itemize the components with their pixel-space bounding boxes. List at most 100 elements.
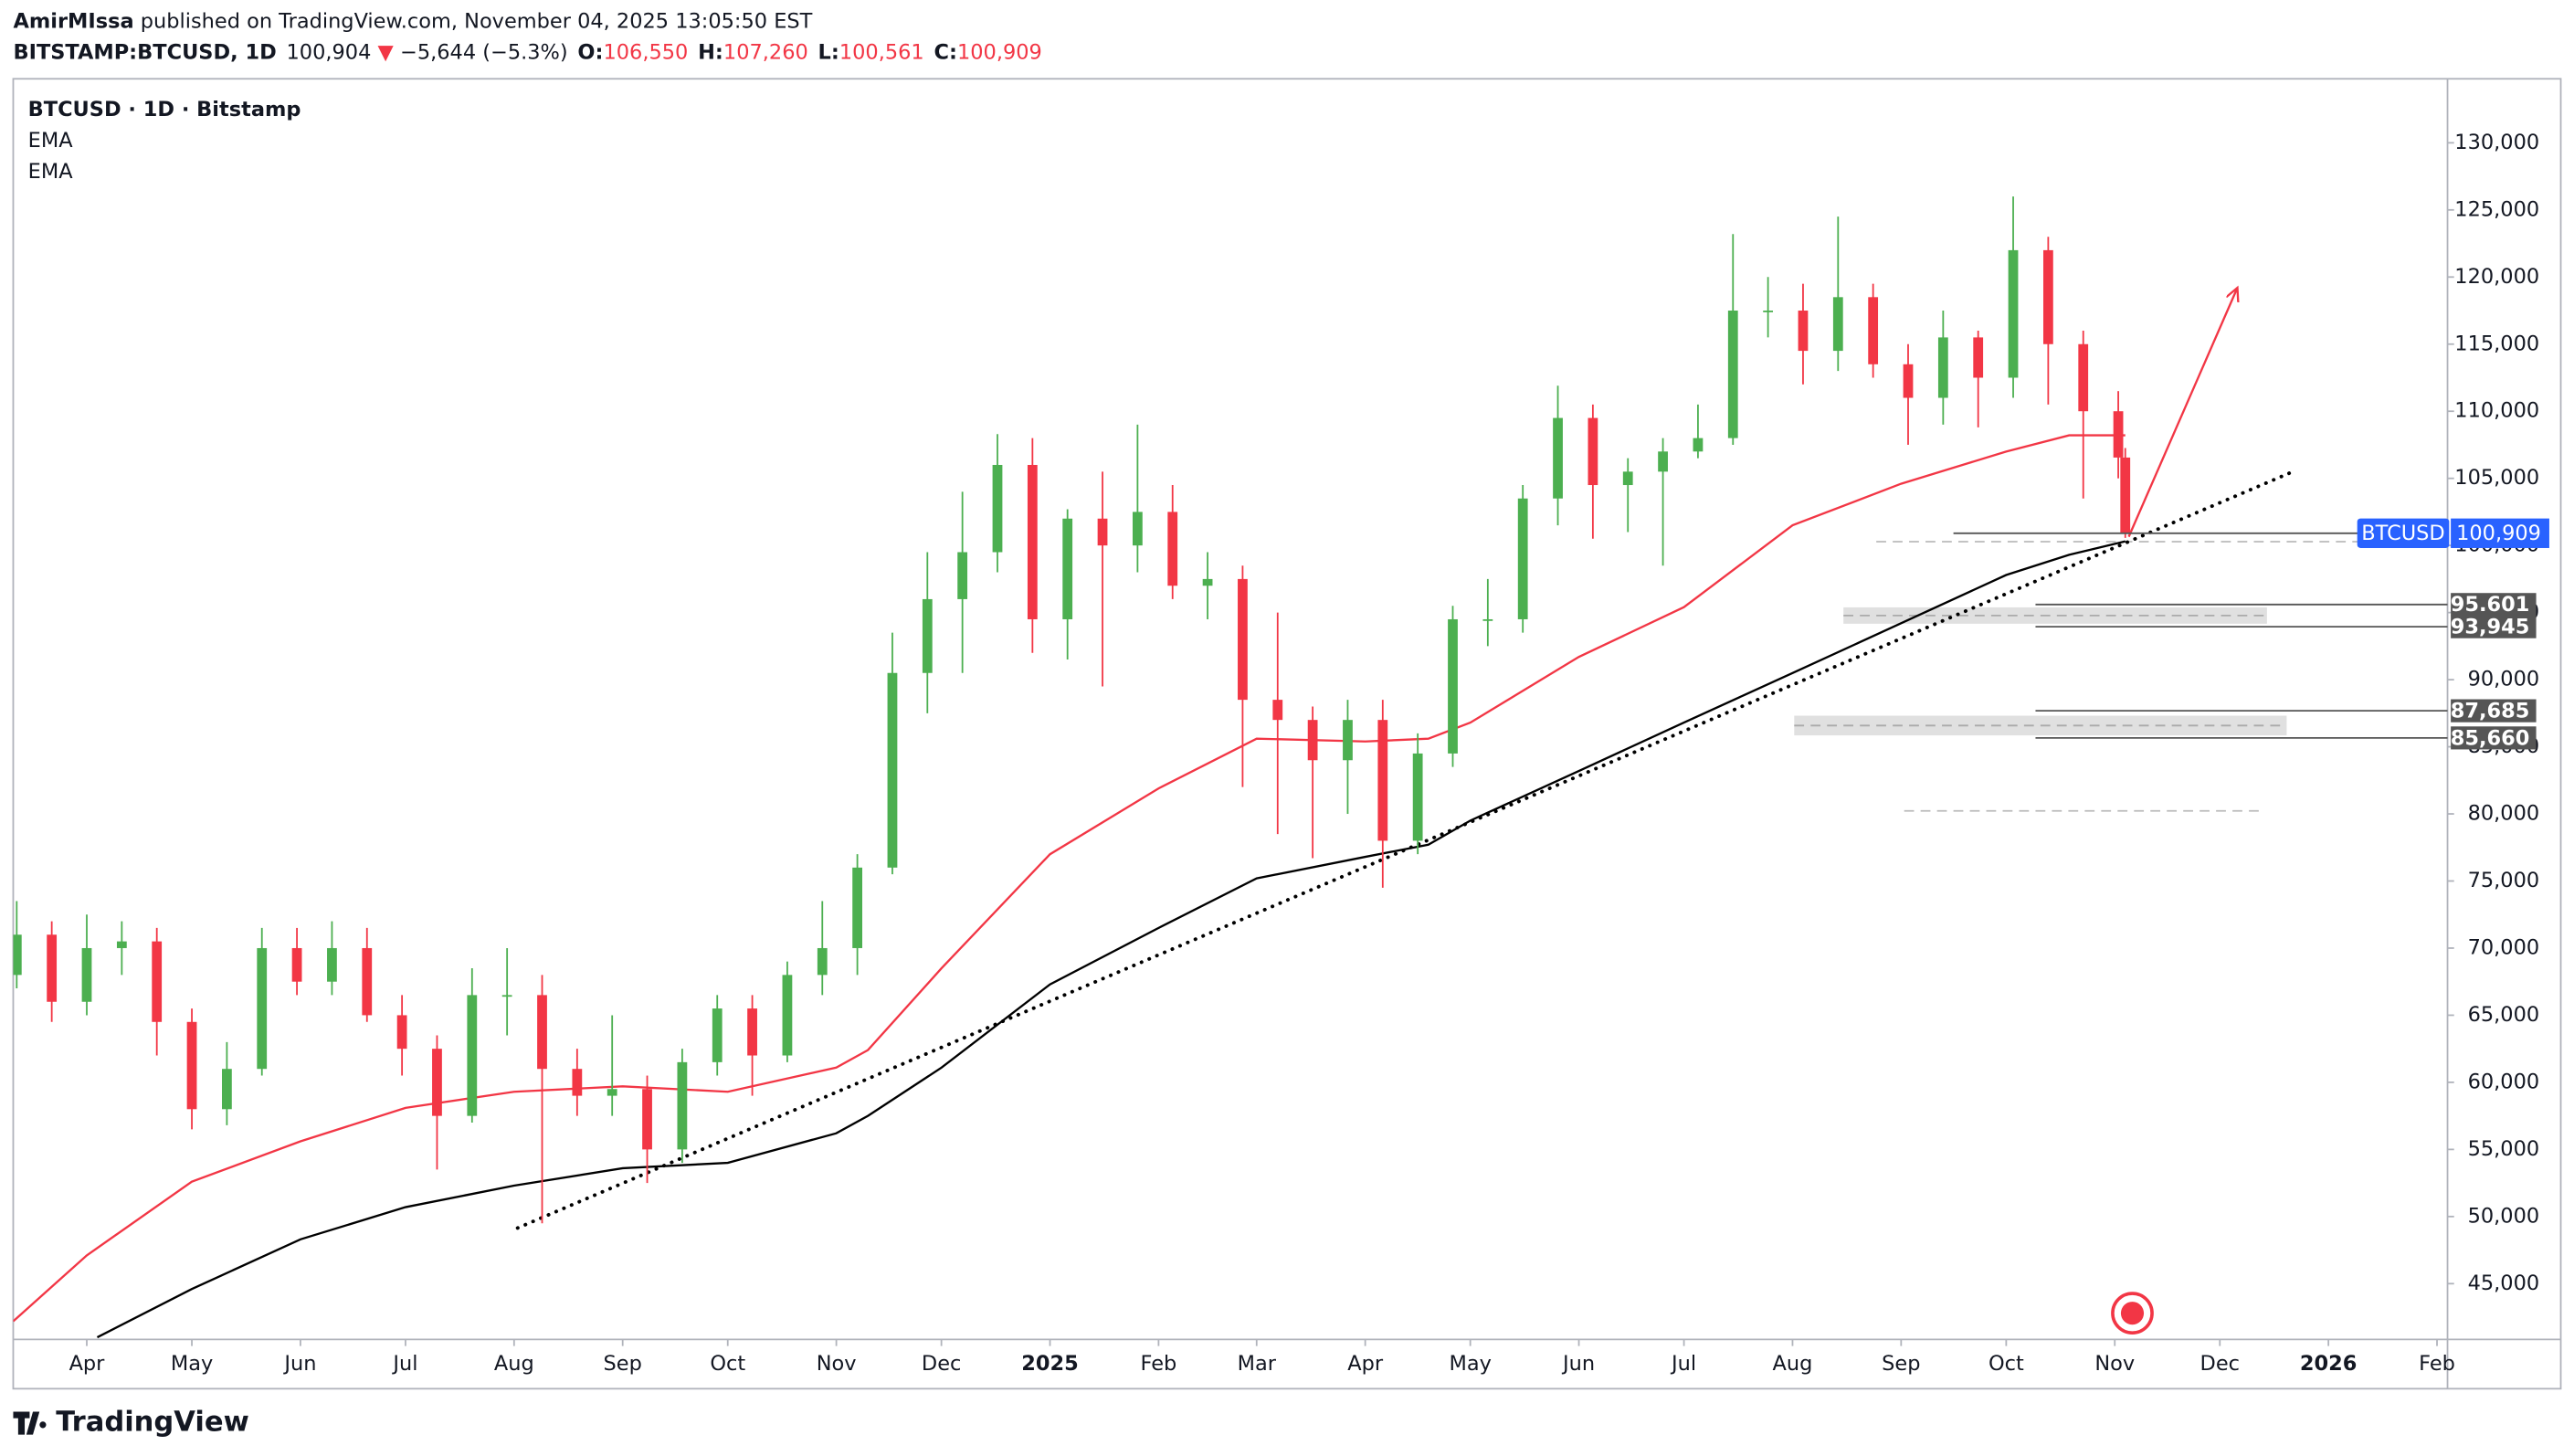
ohlc-value: 100,561 (839, 40, 924, 64)
x-tick-label: Dec (2200, 1352, 2240, 1376)
brand: TradingView (56, 1407, 249, 1439)
candle-body (2008, 249, 2019, 378)
candle-body (1412, 753, 1423, 841)
x-tick-label: Oct (1989, 1352, 2024, 1376)
candle-body (1588, 417, 1598, 486)
candle-body (922, 598, 933, 673)
candle-body (852, 867, 863, 948)
y-tick-label: 50,000 (2468, 1204, 2540, 1228)
level-label: 85,660 (2451, 726, 2530, 750)
candle-body (1027, 464, 1038, 619)
y-tick-label: 125,000 (2454, 197, 2539, 221)
candle-body (81, 947, 92, 1002)
candle-body (1062, 518, 1073, 619)
candle-body (1553, 417, 1563, 499)
candle-body (607, 1089, 617, 1096)
ohlc-label: O: (577, 40, 603, 64)
y-tick-label: 70,000 (2468, 935, 2540, 959)
x-tick-label: May (171, 1352, 213, 1376)
x-tick-label: Nov (817, 1352, 857, 1376)
candle-body (13, 934, 22, 976)
zone (1843, 607, 2267, 624)
candle-body (1167, 512, 1178, 586)
candle-body (817, 947, 828, 976)
published: published on TradingView.com, November 0… (134, 9, 813, 33)
header-line: AmirMIssa published on TradingView.com, … (13, 9, 812, 33)
candle-body (47, 934, 58, 1002)
flag-icon (2111, 1292, 2154, 1335)
candle-body (432, 1049, 442, 1116)
candle-body (1693, 438, 1704, 452)
candle-body (1272, 700, 1283, 721)
x-tick-label: Oct (710, 1352, 745, 1376)
ema-line (13, 434, 2126, 1323)
candle-body (2078, 343, 2089, 412)
y-tick-label: 65,000 (2468, 1003, 2540, 1027)
candle-body (1202, 578, 1213, 586)
x-tick-label: Jun (1561, 1352, 1595, 1376)
x-tick-label: 2025 (1021, 1352, 1079, 1376)
candle-body (186, 1021, 197, 1110)
y-tick-label: 110,000 (2454, 399, 2539, 423)
candle-body (396, 1015, 407, 1050)
logo: TradingView (13, 1407, 249, 1439)
y-tick-label: 115,000 (2454, 332, 2539, 355)
ohlc-value: 107,260 (723, 40, 808, 64)
last-value-box (2451, 518, 2549, 548)
ohlc-label: H: (698, 40, 723, 64)
candle-body (1868, 297, 1879, 364)
candle-body (1727, 311, 1738, 438)
arrow: ▼ (378, 40, 395, 64)
plot (13, 196, 2292, 1339)
candle-body (1097, 518, 1108, 546)
x-tick-label: Mar (1238, 1352, 1277, 1376)
candle-body (327, 947, 337, 982)
x-tick-label: Aug (1773, 1352, 1813, 1376)
last-name: BTCUSD (2361, 522, 2444, 545)
candle-body (1763, 311, 1774, 312)
legend-ema: EMA (28, 129, 74, 153)
candle-body (572, 1069, 583, 1096)
candle-body (2042, 249, 2053, 344)
x-tick-label: Dec (922, 1352, 961, 1376)
level-box (2451, 593, 2537, 617)
zones (1794, 541, 2446, 812)
candle-body (1132, 512, 1143, 546)
candle-body (747, 1008, 757, 1056)
candle-body (362, 947, 373, 1016)
x-tick-label: Sep (1882, 1352, 1920, 1376)
candle-body (1973, 337, 1984, 378)
level-box (2451, 615, 2537, 638)
level-box (2451, 726, 2537, 750)
x-tick-label: Aug (494, 1352, 534, 1376)
candle-body (257, 947, 268, 1070)
candle-body (677, 1061, 688, 1150)
level-label: 87,685 (2451, 700, 2530, 723)
ohlc-value: 106,550 (603, 40, 688, 64)
last-name-box (2357, 518, 2450, 548)
candle-body (501, 995, 512, 997)
x-tick-label: Feb (1141, 1352, 1177, 1376)
x-tick-label: Feb (2419, 1352, 2455, 1376)
candle-body (1377, 720, 1388, 841)
candle-body (221, 1069, 232, 1110)
x-tick-label: Apr (1347, 1352, 1384, 1376)
y-tick-label: 60,000 (2468, 1070, 2540, 1093)
candle-body (1482, 618, 1493, 621)
candle-body (1343, 720, 1353, 761)
header-quote: BITSTAMP:BTCUSD, 1D 100,904 ▼ −5,644 (−5.3%… (13, 40, 1041, 64)
y-tick-label: 45,000 (2468, 1271, 2540, 1295)
flag (2120, 1302, 2145, 1325)
x-tick-label: Jul (391, 1352, 417, 1376)
candle-body (1238, 578, 1248, 701)
candle-body (782, 975, 793, 1056)
y-tick-label: 105,000 (2454, 466, 2539, 490)
y-tick-label: 120,000 (2454, 265, 2539, 289)
candle-body (1517, 498, 1528, 619)
level-label: 95.601 (2451, 593, 2530, 617)
ema-line (96, 540, 2126, 1339)
trendline (515, 470, 2292, 1230)
y-tick-label: 90,000 (2468, 668, 2540, 691)
